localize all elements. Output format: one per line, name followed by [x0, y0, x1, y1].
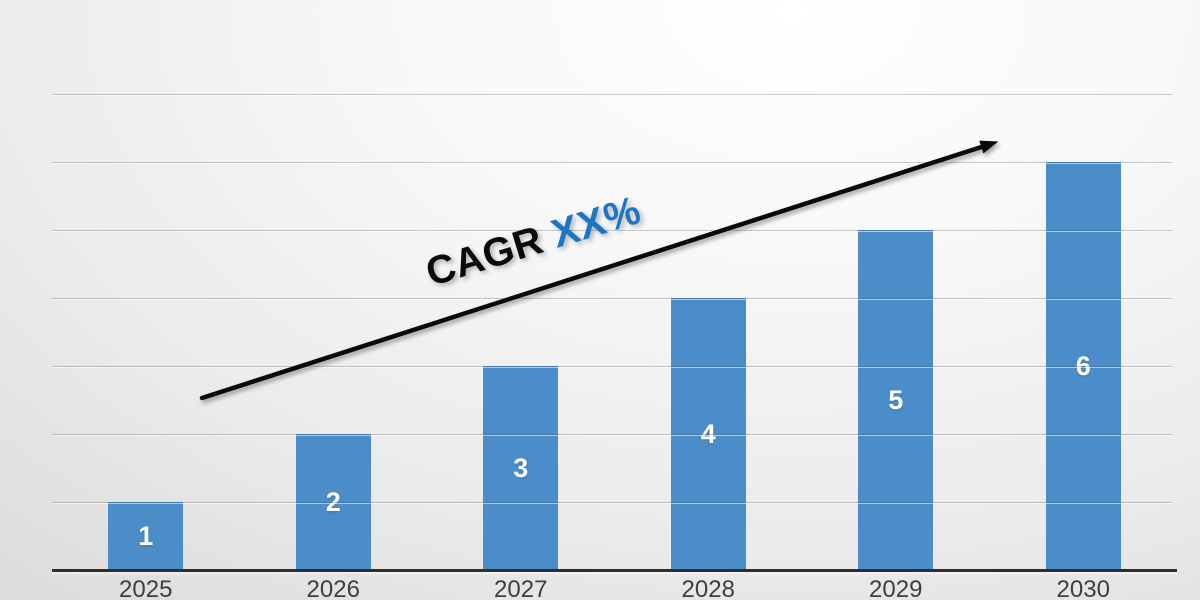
bar-2026: 2	[295, 434, 371, 570]
x-axis-label-2025: 2025	[119, 576, 173, 600]
x-axis-label-2029: 2029	[869, 576, 923, 600]
x-axis-label-2030: 2030	[1056, 576, 1110, 600]
bar-2029: 5	[858, 230, 934, 570]
gridline	[52, 94, 1172, 95]
bar-2027: 3	[483, 366, 559, 570]
bar-2025: 1	[108, 502, 184, 570]
bar-2028: 4	[670, 298, 746, 570]
x-axis-label-2028: 2028	[681, 576, 735, 600]
bar-value-label: 4	[700, 418, 716, 449]
bar-value-label: 1	[138, 520, 154, 551]
x-axis-line	[52, 569, 1177, 572]
gridline	[52, 298, 1172, 299]
trend-arrow-line	[199, 140, 999, 401]
gridline	[52, 162, 1172, 163]
gridline	[52, 230, 1172, 231]
bar-value-label: 3	[513, 452, 529, 483]
gridline	[52, 434, 1172, 435]
bar-value-label: 6	[1075, 350, 1091, 381]
gridline	[52, 366, 1172, 367]
bar-value-label: 5	[888, 384, 904, 415]
bar-value-label: 2	[325, 486, 341, 517]
x-axis-label-2027: 2027	[494, 576, 548, 600]
x-axis-label-2026: 2026	[306, 576, 360, 600]
gridline	[52, 502, 1172, 503]
bar-2030: 6	[1045, 162, 1121, 570]
